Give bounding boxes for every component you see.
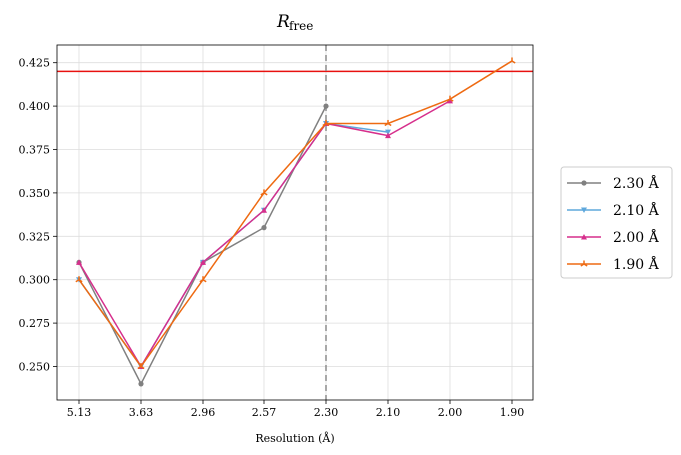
data-point [199, 276, 207, 283]
data-point [581, 234, 587, 240]
series-200 [76, 97, 453, 369]
data-point [76, 259, 82, 265]
x-axis-label: Resolution (Å) [255, 431, 334, 445]
x-tick-label: 3.63 [129, 406, 154, 419]
data-point [260, 189, 268, 196]
grid [57, 45, 533, 400]
series-line [78, 105, 327, 386]
series-lines [75, 57, 516, 387]
x-tick-label: 2.30 [314, 406, 339, 419]
y-tick-label: 0.350 [19, 187, 51, 200]
plot-frame [56, 44, 534, 401]
x-tick-label: 5.13 [67, 406, 92, 419]
legend-label: 2.30 Å [613, 174, 660, 192]
legend-label: 2.10 Å [613, 201, 660, 219]
chart-title-subscript: free [289, 19, 313, 33]
x-tick-label: 2.96 [191, 406, 216, 419]
data-point [138, 381, 144, 387]
legend-label: 1.90 Å [613, 255, 660, 273]
data-point [446, 95, 454, 102]
y-tick-label: 0.375 [19, 144, 51, 157]
data-point [581, 180, 587, 186]
data-point [384, 119, 392, 127]
data-point [75, 276, 83, 283]
data-point [261, 225, 267, 231]
data-point [385, 132, 391, 139]
series-line [78, 60, 513, 368]
legend-label: 2.00 Å [613, 228, 660, 246]
series-190 [75, 57, 516, 370]
data-point [508, 57, 516, 64]
y-tick-label: 0.250 [19, 361, 51, 374]
reference-lines [57, 45, 533, 400]
y-tick-label: 0.425 [19, 57, 51, 70]
data-point [581, 207, 587, 213]
data-point [385, 129, 391, 136]
y-tick-label: 0.275 [19, 317, 51, 330]
x-tick-label: 2.57 [252, 406, 277, 419]
y-tick-label: 0.325 [19, 230, 51, 243]
y-tick-label: 0.300 [19, 274, 51, 287]
series-line [78, 100, 451, 368]
data-point [200, 259, 206, 265]
data-point [447, 97, 453, 104]
data-point [137, 363, 145, 370]
axis-ticks: 5.13 3.63 2.96 2.57 2.30 2.10 2.00 1.90 0.250 0.2… [19, 57, 525, 419]
data-point [322, 119, 330, 127]
legend-frame [560, 166, 673, 279]
legend: 2.30 Å 2.10 Å 2.00 Å 1.90 Å [560, 166, 673, 279]
x-tick-label: 2.00 [438, 406, 463, 419]
data-point [580, 260, 588, 267]
x-tick-label: 2.10 [376, 406, 401, 419]
chart-title: R [276, 12, 290, 32]
data-point [261, 207, 267, 213]
x-tick-label: 1.90 [500, 406, 525, 419]
y-tick-label: 0.400 [19, 100, 51, 113]
series-230 [76, 103, 329, 387]
data-point [323, 103, 329, 109]
